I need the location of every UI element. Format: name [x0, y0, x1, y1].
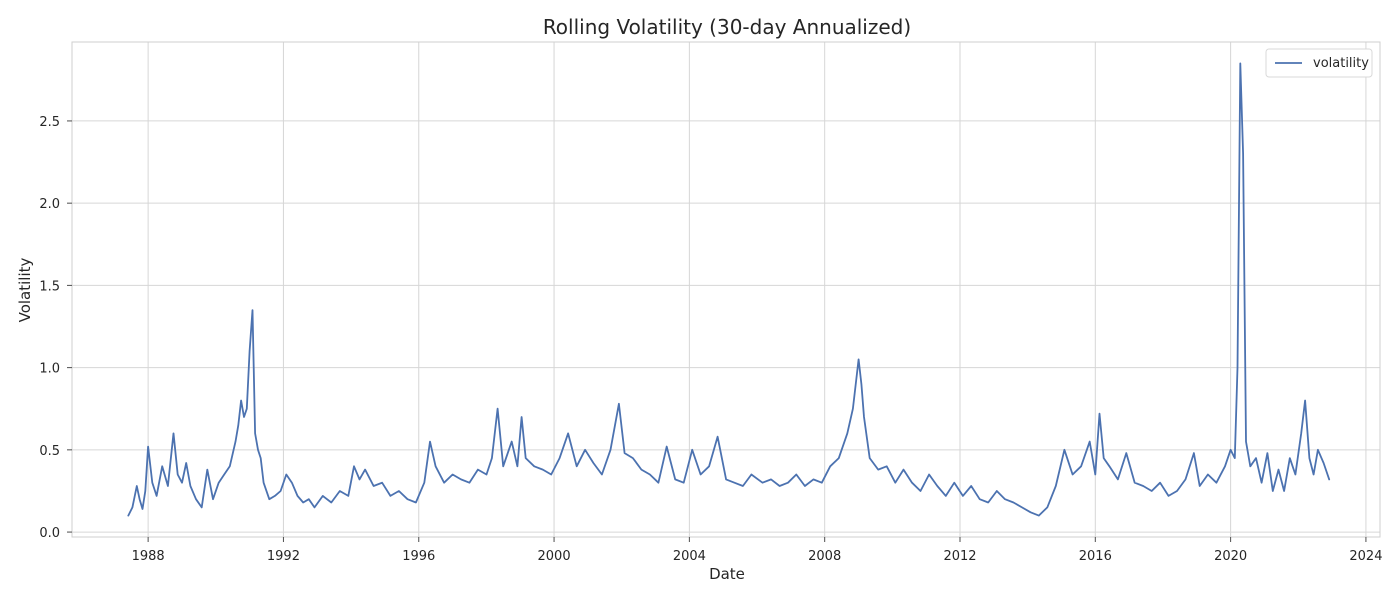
x-tick-label: 1992 [267, 549, 300, 564]
y-tick-label: 0.5 [39, 444, 60, 459]
x-tick-label: 2000 [538, 549, 571, 564]
grid [72, 42, 1380, 537]
plot-area [71, 41, 1381, 538]
series-layer [127, 62, 1331, 517]
legend: volatility [1265, 48, 1373, 78]
x-axis-label: Date [709, 565, 745, 583]
chart-title: Rolling Volatility (30-day Annualized) [543, 15, 911, 39]
y-axis-label: Volatility [16, 257, 34, 322]
legend-label: volatility [1313, 56, 1369, 71]
legend-box [1265, 48, 1373, 78]
y-tick-label: 2.0 [39, 197, 60, 212]
x-tick-label: 1988 [132, 549, 165, 564]
x-tick-label: 2020 [1214, 549, 1247, 564]
x-tick-label: 2012 [943, 549, 976, 564]
x-tick-label: 2008 [808, 549, 841, 564]
y-tick-label: 0.0 [39, 526, 60, 541]
x-tick-label: 2024 [1349, 549, 1382, 564]
y-tick-label: 1.0 [39, 362, 60, 377]
series-line-volatility [127, 62, 1331, 517]
y-tick-label: 2.5 [39, 115, 60, 130]
x-tick-label: 2016 [1079, 549, 1112, 564]
x-tick-label: 2004 [673, 549, 706, 564]
tick-labels: 1988 1992 1996 2000 2004 2008 2012 2016 2020 2024… [39, 115, 1382, 564]
x-tick-label: 1996 [402, 549, 435, 564]
y-tick-label: 1.5 [39, 279, 60, 294]
